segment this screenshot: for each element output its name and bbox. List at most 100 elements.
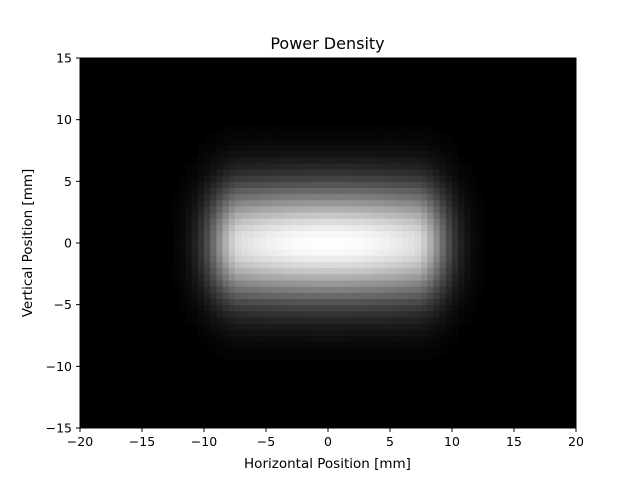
heatmap-cell xyxy=(278,206,286,213)
heatmap-cell xyxy=(266,175,273,182)
heatmap-cell xyxy=(328,286,335,293)
heatmap-cell xyxy=(210,212,217,219)
heatmap-cell xyxy=(315,323,323,330)
heatmap-cell xyxy=(228,206,236,213)
heatmap-cell xyxy=(303,354,310,361)
heatmap-cell xyxy=(458,249,465,256)
heatmap-cell xyxy=(352,181,360,188)
heatmap-cell xyxy=(464,199,472,207)
heatmap-cell xyxy=(297,354,304,361)
heatmap-cell xyxy=(402,193,410,201)
heatmap-cell xyxy=(421,341,428,349)
heatmap-cell xyxy=(290,181,298,188)
heatmap-cell xyxy=(377,175,385,182)
heatmap-cell xyxy=(476,273,484,281)
heatmap-cell xyxy=(377,292,385,299)
heatmap-cell xyxy=(222,224,230,232)
heatmap-cell xyxy=(247,243,255,250)
heatmap-cell xyxy=(290,298,298,306)
heatmap-cell xyxy=(284,329,292,336)
heatmap-cell xyxy=(210,347,217,355)
heatmap-cell xyxy=(253,125,261,133)
heatmap-cell xyxy=(204,181,211,188)
heatmap-cell xyxy=(259,218,267,225)
heatmap-cell xyxy=(371,267,379,275)
heatmap-cell xyxy=(315,218,323,225)
heatmap-cell xyxy=(290,310,298,318)
heatmap-cell xyxy=(204,212,211,219)
heatmap-cell xyxy=(414,317,422,324)
heatmap-cell xyxy=(445,286,453,293)
heatmap-cell xyxy=(340,125,348,133)
heatmap-cell xyxy=(445,156,453,164)
heatmap-cell xyxy=(334,261,341,269)
heatmap-cell xyxy=(390,150,397,158)
heatmap-cell xyxy=(228,175,236,182)
heatmap-cell xyxy=(247,230,255,238)
heatmap-cell xyxy=(396,347,403,355)
heatmap-cell xyxy=(427,323,434,330)
heatmap-cell xyxy=(290,280,298,287)
heatmap-cell xyxy=(433,212,441,219)
heatmap-cell xyxy=(303,181,310,188)
heatmap-cell xyxy=(222,267,230,275)
heatmap-cell xyxy=(228,156,236,164)
heatmap-cell xyxy=(210,280,217,287)
heatmap-cell xyxy=(303,335,310,343)
heatmap-cell xyxy=(359,304,366,312)
heatmap-cell xyxy=(241,298,248,306)
heatmap-cell xyxy=(458,317,465,324)
heatmap-cell xyxy=(352,292,360,299)
heatmap-cell xyxy=(290,323,298,330)
heatmap-cell xyxy=(421,347,428,355)
heatmap-cell xyxy=(408,304,416,312)
heatmap-cell xyxy=(383,156,391,164)
heatmap-cell xyxy=(222,286,230,293)
heatmap-cell xyxy=(352,304,360,312)
heatmap-cell xyxy=(278,199,286,207)
heatmap-cell xyxy=(228,255,236,262)
heatmap-cell xyxy=(309,341,317,349)
heatmap-cell xyxy=(173,230,180,238)
heatmap-cell xyxy=(433,169,441,176)
heatmap-cell xyxy=(464,224,472,232)
heatmap-cell xyxy=(185,224,193,232)
heatmap-cell xyxy=(278,243,286,250)
heatmap-cell xyxy=(191,230,199,238)
heatmap-cell xyxy=(290,175,298,182)
heatmap-cell xyxy=(210,132,217,139)
heatmap-cell xyxy=(235,125,242,133)
heatmap-cell xyxy=(359,199,366,207)
heatmap-cell xyxy=(210,199,217,207)
heatmap-cell xyxy=(340,317,348,324)
heatmap-cell xyxy=(309,286,317,293)
heatmap-cell xyxy=(359,243,366,250)
heatmap-cell xyxy=(272,249,279,256)
heatmap-cell xyxy=(390,329,397,336)
heatmap-cell xyxy=(216,329,224,336)
heatmap-cell xyxy=(377,261,385,269)
heatmap-cell xyxy=(197,261,205,269)
heatmap-cell xyxy=(352,286,360,293)
heatmap-cell xyxy=(303,323,310,330)
heatmap-cell xyxy=(439,218,447,225)
heatmap-cell xyxy=(371,224,379,232)
heatmap-cell xyxy=(421,354,428,361)
heatmap-cell xyxy=(433,255,441,262)
heatmap-cell xyxy=(222,212,230,219)
heatmap-cell xyxy=(452,292,459,299)
heatmap-cell xyxy=(321,162,329,170)
y-tick-label: 15 xyxy=(56,51,72,66)
heatmap-cell xyxy=(185,280,193,287)
heatmap-cell xyxy=(433,144,441,151)
heatmap-cell xyxy=(278,144,286,151)
heatmap-cell xyxy=(321,354,329,361)
heatmap-cell xyxy=(173,193,180,201)
heatmap-cell xyxy=(371,292,379,299)
heatmap-cell xyxy=(340,286,348,293)
heatmap-cell xyxy=(321,304,329,312)
heatmap-cell xyxy=(284,162,292,170)
heatmap-cell xyxy=(173,249,180,256)
heatmap-cell xyxy=(284,273,292,281)
heatmap-cell xyxy=(439,249,447,256)
